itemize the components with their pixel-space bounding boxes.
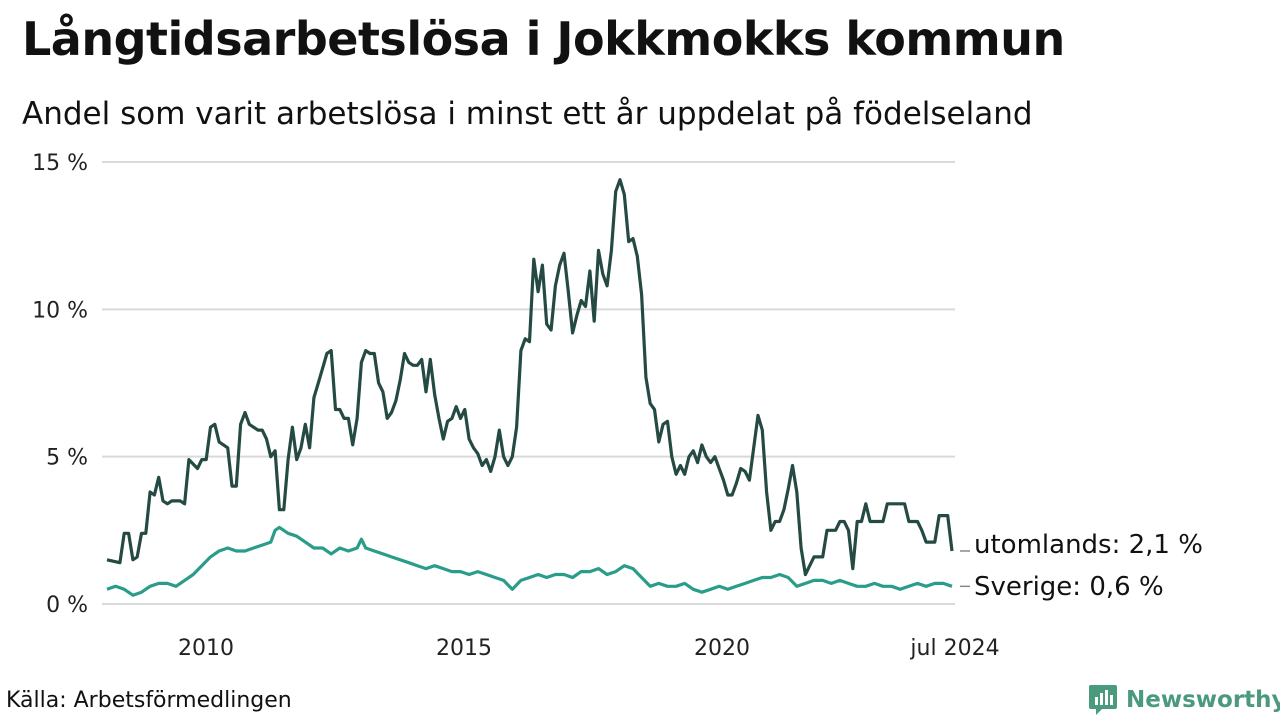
newsworthy-logo-icon <box>1089 685 1117 715</box>
source-note: Källa: Arbetsförmedlingen <box>6 688 292 713</box>
x-tick-label: 2010 <box>178 636 234 661</box>
series-line-utomlands <box>106 178 954 577</box>
chart-subtitle: Andel som varit arbetslösa i minst ett å… <box>22 96 1033 132</box>
brand-name: Newsworthy <box>1126 687 1280 713</box>
y-tick-label: 0 % <box>46 593 88 618</box>
y-tick-label: 10 % <box>32 298 88 323</box>
series-end-label: utomlands: 2,1 % <box>974 530 1203 560</box>
series-end-labels: utomlands: 2,1 % Sverige: 0,6 % <box>960 530 1203 602</box>
series-lines <box>106 178 954 597</box>
gridlines <box>102 161 955 605</box>
chart-title: Långtidsarbetslösa i Jokkmokks kommun <box>22 12 1065 66</box>
series-end-label: Sverige: 0,6 % <box>974 572 1164 602</box>
y-tick-label: 5 % <box>46 446 88 471</box>
brand-logo[interactable]: Newsworthy <box>1088 683 1280 717</box>
x-tick-label: jul 2024 <box>909 636 999 661</box>
y-axis-ticks: 0 % 5 % 10 % 15 % <box>32 151 88 618</box>
x-tick-label: 2015 <box>436 636 492 661</box>
series-line-sverige <box>106 525 953 597</box>
x-axis-ticks: 2010 2015 2020 jul 2024 <box>178 636 1000 661</box>
x-tick-label: 2020 <box>694 636 750 661</box>
y-tick-label: 15 % <box>32 151 88 176</box>
line-chart: 0 % 5 % 10 % 15 % 2010 2015 2020 jul 2024 utom… <box>32 151 1203 661</box>
